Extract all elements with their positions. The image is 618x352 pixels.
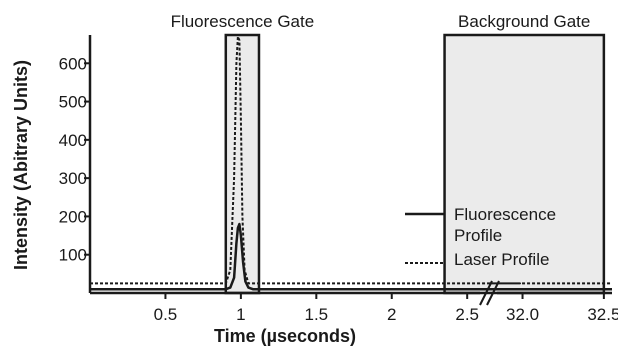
axis-break-mark-1: [479, 280, 493, 306]
gate-label-1: Fluorescence Gate: [171, 12, 315, 31]
series-line-1: [90, 222, 612, 291]
legend-laser-label: Laser Profile: [454, 250, 549, 269]
y-axis-title: Intensity (Abitrary Units): [11, 60, 31, 270]
x-tick-label-0-2: 1.5: [304, 305, 328, 324]
x-tick-label-1-1: 32.5: [587, 305, 618, 324]
y-tick-label-100: 100: [59, 246, 87, 265]
x-tick-label-0-1: 1: [236, 305, 245, 324]
y-tick-label-500: 500: [59, 93, 87, 112]
legend: Fluorescence Profile Laser Profile: [405, 205, 556, 269]
x-tick-label-0-4: 2.5: [455, 305, 479, 324]
x-tick-label-1-0: 32.0: [506, 305, 539, 324]
x-axis-title: Time (µseconds): [214, 326, 356, 346]
legend-fluorescence-label-line1: Fluorescence: [454, 205, 556, 224]
x-tick-label-0-0: 0.5: [154, 305, 178, 324]
y-tick-label-600: 600: [59, 54, 87, 73]
y-tick-label-200: 200: [59, 207, 87, 226]
axis-break-mark-2: [486, 280, 500, 306]
y-tick-label-400: 400: [59, 131, 87, 150]
series-layer: [90, 35, 612, 291]
x-tick-label-0-3: 2: [387, 305, 396, 324]
gate-label-2: Background Gate: [458, 12, 590, 31]
y-tick-label-300: 300: [59, 169, 87, 188]
series-line-2: [90, 35, 612, 285]
legend-fluorescence-label-line2: Profile: [454, 226, 502, 245]
axis-layer: 100 200 300 400 500 600 0.5 1 1.5 2 2.5 32.0 32.5: [59, 35, 618, 324]
